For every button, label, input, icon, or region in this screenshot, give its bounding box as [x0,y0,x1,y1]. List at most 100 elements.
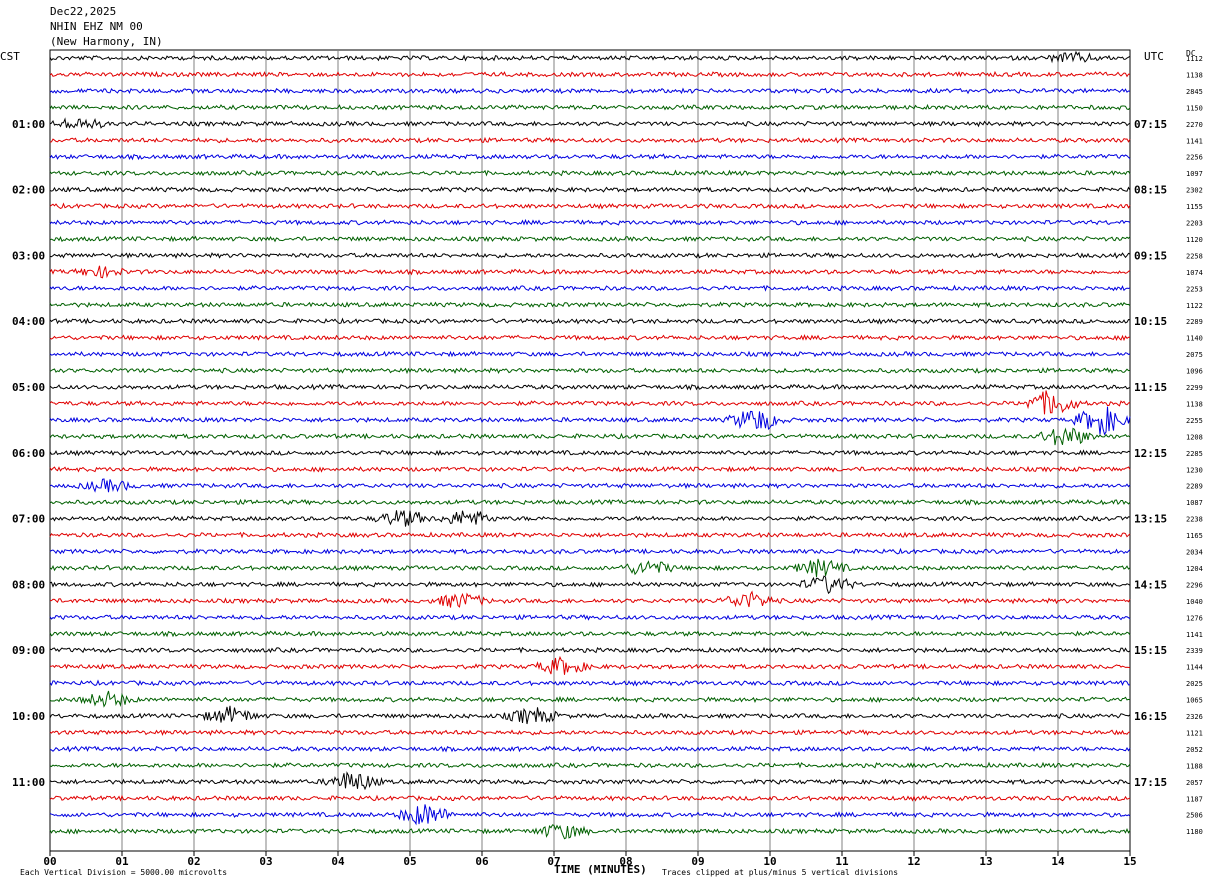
left-timezone-label: CST [0,50,20,63]
trace-47 [49,824,1131,840]
dc-offset-13: 1074 [1186,269,1203,277]
dc-offset-41: 1121 [1186,729,1203,737]
trace-42 [49,745,1131,753]
trace-10 [49,218,1131,226]
dc-offset-18: 2075 [1186,351,1203,359]
x-tick-label-14: 14 [1051,855,1065,868]
x-tick-label-01: 01 [115,855,129,868]
trace-19 [49,367,1131,375]
dc-offset-46: 2506 [1186,812,1203,820]
footer-clip-note: Traces clipped at plus/minus 5 vertical … [662,868,899,877]
left-hour-label-08:00: 08:00 [12,578,45,591]
trace-0 [49,50,1131,64]
dc-offset-25: 1230 [1186,466,1203,474]
dc-offset-33: 1040 [1186,598,1203,606]
x-tick-label-02: 02 [187,855,200,868]
dc-offset-43: 1188 [1186,762,1203,770]
x-tick-label-05: 05 [403,855,416,868]
dc-offset-39: 1065 [1186,697,1203,705]
right-hour-label-09:15: 09:15 [1134,249,1167,262]
x-tick-label-15: 15 [1123,855,1136,868]
right-hour-label-16:15: 16:15 [1134,710,1167,723]
trace-21 [49,390,1131,415]
trace-27 [49,498,1131,506]
dc-offset-11: 1120 [1186,236,1203,244]
trace-45 [49,794,1131,802]
dc-offset-35: 1141 [1186,631,1203,639]
dc-header-label: DC [1186,49,1196,58]
dc-offset-31: 1204 [1186,565,1203,573]
trace-7 [49,169,1131,177]
dc-offset-44: 2057 [1186,779,1203,787]
trace-40 [49,705,1131,725]
header-station: NHIN EHZ NM 00 [50,20,143,33]
right-hour-label-12:15: 12:15 [1134,447,1167,460]
dc-offset-19: 1096 [1186,368,1203,376]
dc-offset-10: 2203 [1186,220,1203,228]
left-hour-label-09:00: 09:00 [12,644,45,657]
right-hour-label-14:15: 14:15 [1134,578,1167,591]
dc-offset-17: 1140 [1186,335,1203,343]
trace-29 [49,531,1131,539]
left-hour-label-05:00: 05:00 [12,381,45,394]
dc-offset-38: 2025 [1186,680,1203,688]
dc-offset-1: 1138 [1186,71,1203,79]
trace-44 [49,771,1131,791]
dc-offset-40: 2326 [1186,713,1203,721]
left-hour-label-03:00: 03:00 [12,249,45,262]
dc-offset-26: 2289 [1186,483,1203,491]
trace-12 [49,251,1131,259]
dc-offset-0: 1112 [1186,55,1203,63]
dc-offset-21: 1138 [1186,400,1203,408]
trace-2 [49,87,1131,95]
x-tick-label-08: 08 [619,855,632,868]
dc-offset-27: 1087 [1186,499,1203,507]
dc-offset-6: 2256 [1186,154,1203,162]
right-hour-label-10:15: 10:15 [1134,315,1167,328]
dc-offset-28: 2238 [1186,516,1203,524]
dc-offset-29: 1165 [1186,532,1203,540]
trace-15 [49,301,1131,309]
right-hour-label-08:15: 08:15 [1134,184,1167,197]
plot-border [49,49,1131,852]
dc-offset-23: 1208 [1186,433,1203,441]
right-hour-label-17:15: 17:15 [1134,776,1167,789]
dc-offset-20: 2299 [1186,384,1203,392]
trace-14 [49,284,1131,292]
x-tick-label-03: 03 [259,855,272,868]
trace-22 [49,406,1131,436]
trace-9 [49,202,1131,210]
trace-20 [49,383,1131,391]
x-tick-label-07: 07 [547,855,560,868]
trace-36 [49,646,1131,654]
trace-41 [49,729,1131,737]
trace-3 [49,103,1131,111]
trace-35 [49,630,1131,638]
trace-33 [50,590,1131,608]
trace-18 [49,350,1131,358]
trace-13 [49,265,1131,279]
right-hour-label-07:15: 07:15 [1134,118,1167,131]
footer-scale-note: Each Vertical Division = 5000.00 microvo… [20,868,228,877]
trace-24 [49,449,1131,457]
trace-4 [49,117,1131,130]
x-tick-label-10: 10 [763,855,776,868]
dc-offset-47: 1180 [1186,828,1203,836]
x-tick-label-00: 00 [43,855,56,868]
trace-26 [49,478,1131,493]
dc-offset-7: 1097 [1186,170,1203,178]
left-hour-label-06:00: 06:00 [12,447,45,460]
trace-23 [49,427,1131,446]
dc-offset-32: 2296 [1186,581,1203,589]
left-hour-label-04:00: 04:00 [12,315,45,328]
dc-offset-8: 2302 [1186,187,1203,195]
trace-17 [49,333,1130,342]
trace-39 [49,690,1131,708]
left-hour-label-07:00: 07:00 [12,513,45,526]
header-location: (New Harmony, IN) [50,35,163,48]
dc-offset-30: 2034 [1186,549,1203,557]
trace-8 [49,186,1131,194]
left-hour-label-11:00: 11:00 [12,776,45,789]
dc-offset-36: 2339 [1186,647,1203,655]
dc-offset-4: 2270 [1186,121,1203,129]
